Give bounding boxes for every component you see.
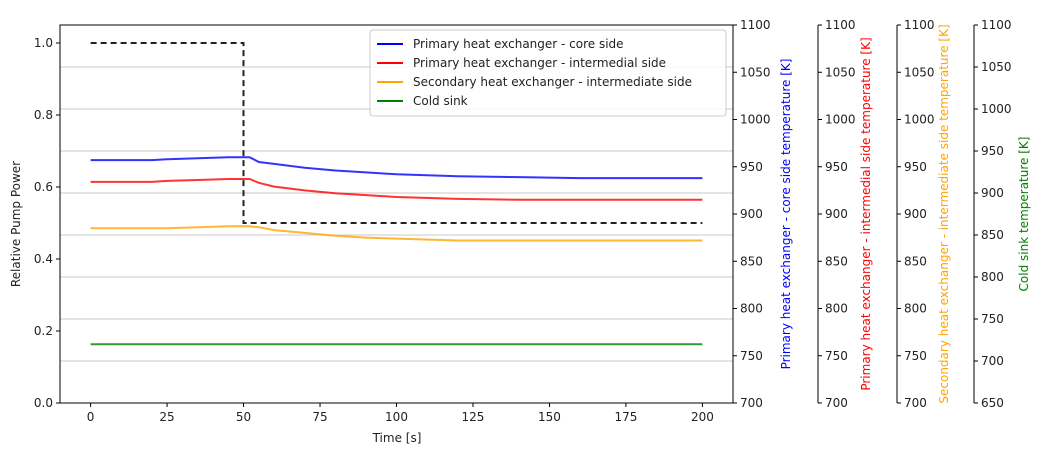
- legend-box: [369, 29, 727, 117]
- x-tick-label: 75: [312, 410, 327, 424]
- right-axis-tick-label: 1100: [904, 18, 935, 32]
- series-line-1: [90, 156, 703, 180]
- x-tick-label: 50: [236, 410, 251, 424]
- right-axis-tick-label: 1100: [825, 18, 856, 32]
- right-axis-tick-label: 950: [740, 160, 763, 174]
- y-axis-left: 0.0 0.2 0.4 0.6 0.8 1.0: [34, 36, 60, 410]
- right-axis-3: 700 750 800 850 900 950 1000 1050 1100 Secondary …: [896, 18, 951, 410]
- right-axis-tick-label: 850: [981, 228, 1004, 242]
- right-axis-tick-label: 950: [825, 160, 848, 174]
- x-tick-label: 25: [159, 410, 174, 424]
- right-axis-tick-label: 950: [904, 160, 927, 174]
- right-axis-tick-label: 1050: [825, 65, 856, 79]
- right-axis-tick-label: 1050: [904, 65, 935, 79]
- pump-power-line: [90, 42, 703, 224]
- right-axis-tick-label: 1050: [740, 65, 771, 79]
- right-axis-4: 650 700 750 800 850 900 950 1000 1050 1100 Cold si…: [973, 18, 1031, 410]
- y-tick-label: 0.8: [34, 108, 53, 122]
- right-axis-tick-label: 1000: [825, 113, 856, 127]
- legend-label-intermedial: Primary heat exchanger - intermedial sid…: [413, 56, 666, 70]
- right-axis-tick-label: 750: [981, 312, 1004, 326]
- right-axis-tick-label: 850: [904, 254, 927, 268]
- right-axis-title: Secondary heat exchanger - intermediate …: [937, 24, 951, 403]
- legend-label-cold-sink: Cold sink: [413, 94, 468, 108]
- right-axis-tick-label: 850: [825, 254, 848, 268]
- legend-label-core: Primary heat exchanger - core side: [413, 37, 624, 51]
- legend: Primary heat exchanger - core side Prima…: [369, 29, 727, 117]
- right-axis-tick-label: 900: [740, 207, 763, 221]
- right-axis-tick-label: 800: [981, 270, 1004, 284]
- right-axis-tick-label: 800: [904, 302, 927, 316]
- right-axis-tick-label: 700: [825, 396, 848, 410]
- right-axis-title: Primary heat exchanger - intermedial sid…: [859, 37, 873, 390]
- series-line-2: [90, 178, 703, 201]
- right-axis-tick-label: 1000: [904, 113, 935, 127]
- right-axis-tick-label: 650: [981, 396, 1004, 410]
- right-axis-tick-label: 1000: [740, 113, 771, 127]
- x-axis: 0 25 50 75 100 125 150 175 200: [87, 403, 714, 424]
- right-axis-tick-label: 800: [825, 302, 848, 316]
- x-axis-title: Time [s]: [372, 431, 422, 445]
- x-tick-label: 0: [87, 410, 95, 424]
- x-tick-label: 200: [691, 410, 714, 424]
- right-axis-tick-label: 750: [904, 349, 927, 363]
- x-tick-label: 125: [462, 410, 485, 424]
- series-line-3: [90, 225, 703, 242]
- right-axis-tick-label: 700: [981, 354, 1004, 368]
- right-axis-tick-label: 900: [981, 186, 1004, 200]
- right-axis-1: 700 750 800 850 900 950 1000 1050 1100 Primary he…: [732, 18, 793, 410]
- right-axis-tick-label: 900: [825, 207, 848, 221]
- right-axis-title: Cold sink temperature [K]: [1017, 137, 1031, 292]
- y-axis-title: Relative Pump Power: [9, 161, 23, 287]
- x-tick-label: 100: [385, 410, 408, 424]
- x-tick-label: 175: [614, 410, 637, 424]
- right-axis-tick-label: 1000: [981, 102, 1012, 116]
- right-axis-tick-label: 850: [740, 254, 763, 268]
- y-tick-label: 0.6: [34, 180, 53, 194]
- y-tick-label: 0.0: [34, 396, 53, 410]
- y-tick-label: 0.4: [34, 252, 53, 266]
- right-axis-tick-label: 1100: [981, 18, 1012, 32]
- right-axis-tick-label: 1050: [981, 60, 1012, 74]
- right-axis-tick-label: 750: [740, 349, 763, 363]
- y-tick-label: 1.0: [34, 36, 53, 50]
- series-lines: [90, 42, 703, 346]
- right-axis-tick-label: 700: [740, 396, 763, 410]
- right-axis-tick-label: 800: [740, 302, 763, 316]
- right-axis-title: Primary heat exchanger - core side tempe…: [779, 59, 793, 370]
- right-axis-tick-label: 750: [825, 349, 848, 363]
- right-axis-tick-label: 700: [904, 396, 927, 410]
- y-tick-label: 0.2: [34, 324, 53, 338]
- right-axis-tick-label: 900: [904, 207, 927, 221]
- right-axis-tick-label: 1100: [740, 18, 771, 32]
- right-axis-tick-label: 950: [981, 144, 1004, 158]
- legend-label-secondary: Secondary heat exchanger - intermediate …: [413, 75, 692, 89]
- x-tick-label: 150: [538, 410, 561, 424]
